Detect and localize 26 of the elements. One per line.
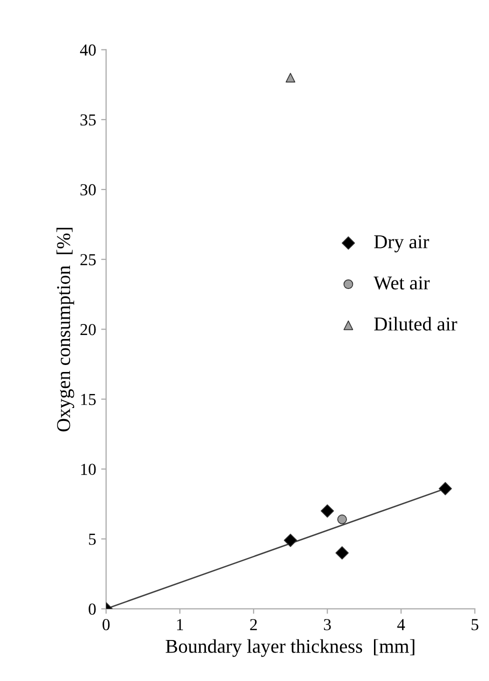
y-tick-label: 15 (81, 394, 96, 406)
y-tick-label: 30 (80, 184, 96, 196)
x-tick-label: 4 (397, 619, 405, 630)
x-tick-label: 0 (102, 619, 110, 630)
x-axis-title: Boundary layer thickness [mm] (166, 639, 414, 657)
y-tick-label: 40 (80, 44, 96, 56)
point (286, 72, 296, 82)
point (438, 482, 452, 496)
point (337, 514, 347, 524)
y-tick-label: 20 (80, 324, 96, 336)
x-tick-label: 2 (250, 619, 257, 630)
y-tick-label: 10 (81, 464, 96, 475)
legend-label: Diluted air (374, 316, 458, 331)
y-tick-label: 35 (80, 114, 96, 126)
legend-label: Dry air (374, 235, 430, 252)
y-tick-label: 0 (88, 604, 96, 615)
x-tick-label: 5 (472, 619, 478, 630)
legend-label: Wet air (374, 276, 430, 290)
x-tick-label: 1 (177, 619, 184, 630)
y-tick-label: 25 (80, 254, 96, 266)
point (284, 534, 298, 547)
x-tick-label: 3 (324, 619, 331, 630)
y-tick-label: 5 (89, 534, 96, 545)
point (335, 546, 349, 560)
point (320, 504, 334, 518)
y-axis-title: Oxygen consumption [%] (56, 228, 74, 432)
